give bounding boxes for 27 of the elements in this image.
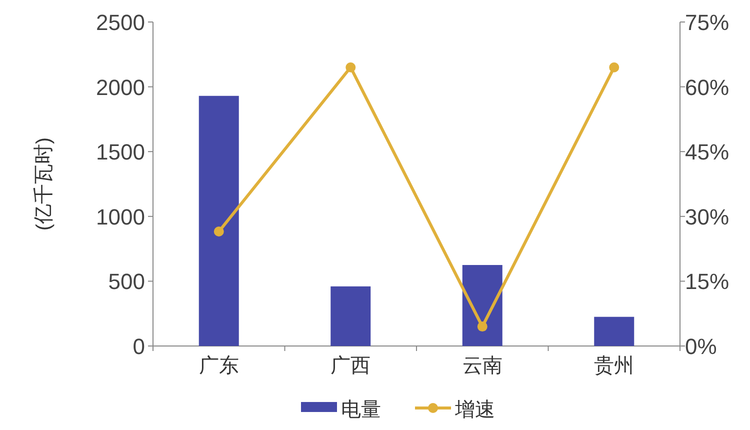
x-tick-label: 贵州 (594, 355, 634, 377)
bar (462, 265, 502, 346)
y2-tick-label: 0% (685, 334, 717, 359)
bar (594, 316, 634, 346)
y2-tick-label: 30% (685, 204, 730, 230)
y-tick-label: 1000 (96, 204, 145, 230)
y2-tick-label: 15% (685, 269, 730, 294)
x-tick-label: 云南 (462, 355, 502, 377)
point (609, 62, 620, 72)
y2-tick-label: 75% (685, 10, 730, 35)
x-tick-label: 广西 (330, 355, 371, 377)
bar (330, 286, 371, 346)
legend-label: 电量 (341, 399, 381, 421)
y-axis-title: (亿千瓦时) (33, 137, 55, 231)
y2-tick-label: 45% (685, 140, 730, 165)
y-tick-label: 500 (108, 269, 145, 294)
y-tick-label: 0 (132, 334, 145, 359)
point (477, 322, 488, 332)
point (346, 62, 356, 72)
point (214, 226, 224, 237)
y2-tick-label: 60% (685, 74, 730, 100)
y-tick-label: 1500 (96, 140, 145, 165)
bar (198, 96, 239, 346)
legend-label: 增速 (454, 399, 495, 421)
y-tick-label: 2000 (96, 74, 145, 100)
y-tick-label: 2500 (96, 10, 145, 35)
x-tick-label: 广东 (198, 355, 239, 377)
